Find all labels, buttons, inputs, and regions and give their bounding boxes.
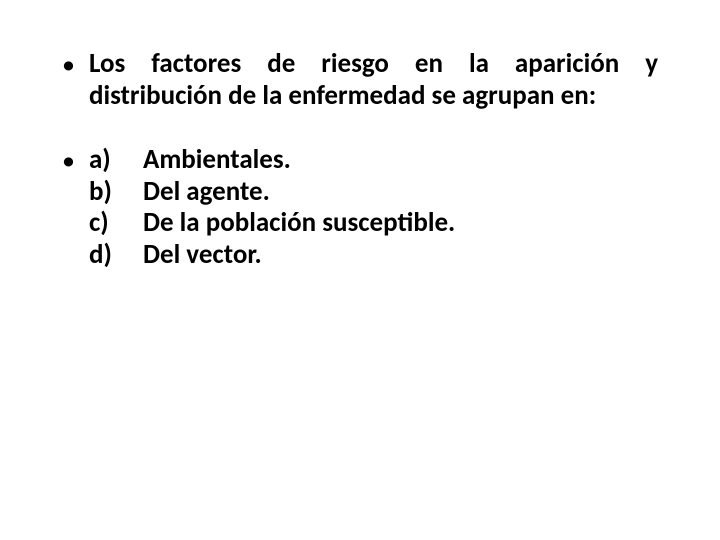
bullet-icon: • [62, 50, 75, 80]
option-row: a)Ambientales. [89, 144, 455, 176]
option-row: d)Del vector. [89, 239, 455, 271]
option-row: b)Del agente. [89, 176, 455, 208]
option-letter: b) [89, 176, 137, 208]
bullet-icon: • [62, 146, 75, 176]
option-row: c) De la población susceptible. [89, 207, 455, 239]
lead-bullet-block: • Los factores de riesgo en la aparición… [62, 48, 658, 112]
option-letter: d) [89, 239, 137, 271]
option-text: Del vector. [137, 239, 262, 271]
option-letter: c) [89, 207, 137, 239]
lead-text: Los factores de riesgo en la aparición y… [89, 48, 658, 112]
option-text: Del agente. [137, 176, 270, 208]
options-list: a)Ambientales.b)Del agente.c) De la pobl… [89, 144, 455, 271]
option-text: De la población susceptible. [137, 207, 455, 239]
options-bullet-block: • a)Ambientales.b)Del agente.c) De la po… [62, 144, 658, 271]
option-text: Ambientales. [137, 144, 291, 176]
option-letter: a) [89, 144, 137, 176]
